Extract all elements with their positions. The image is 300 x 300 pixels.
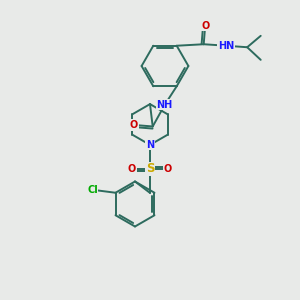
Text: S: S (146, 162, 154, 176)
Text: NH: NH (157, 100, 173, 110)
Text: O: O (130, 120, 138, 130)
Text: O: O (128, 164, 136, 174)
Text: O: O (164, 164, 172, 174)
Text: HN: HN (218, 41, 234, 51)
Text: Cl: Cl (87, 185, 98, 195)
Text: N: N (146, 140, 154, 150)
Text: O: O (201, 21, 209, 31)
